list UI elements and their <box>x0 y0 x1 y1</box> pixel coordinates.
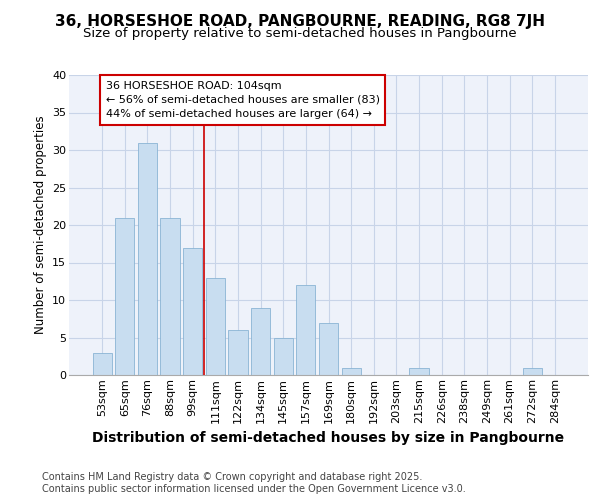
Bar <box>523 368 542 375</box>
Bar <box>341 368 361 375</box>
Bar <box>296 285 316 375</box>
Y-axis label: Number of semi-detached properties: Number of semi-detached properties <box>34 116 47 334</box>
Bar <box>251 308 270 375</box>
Bar <box>115 218 134 375</box>
Bar <box>92 352 112 375</box>
Bar <box>274 338 293 375</box>
Bar <box>160 218 180 375</box>
Bar <box>138 142 157 375</box>
Text: Size of property relative to semi-detached houses in Pangbourne: Size of property relative to semi-detach… <box>83 28 517 40</box>
Bar <box>206 278 225 375</box>
Text: 36, HORSESHOE ROAD, PANGBOURNE, READING, RG8 7JH: 36, HORSESHOE ROAD, PANGBOURNE, READING,… <box>55 14 545 29</box>
X-axis label: Distribution of semi-detached houses by size in Pangbourne: Distribution of semi-detached houses by … <box>92 431 565 445</box>
Bar <box>409 368 428 375</box>
Text: 36 HORSESHOE ROAD: 104sqm
← 56% of semi-detached houses are smaller (83)
44% of : 36 HORSESHOE ROAD: 104sqm ← 56% of semi-… <box>106 81 380 119</box>
Text: Contains HM Land Registry data © Crown copyright and database right 2025.
Contai: Contains HM Land Registry data © Crown c… <box>42 472 466 494</box>
Bar <box>229 330 248 375</box>
Bar <box>319 322 338 375</box>
Bar <box>183 248 202 375</box>
